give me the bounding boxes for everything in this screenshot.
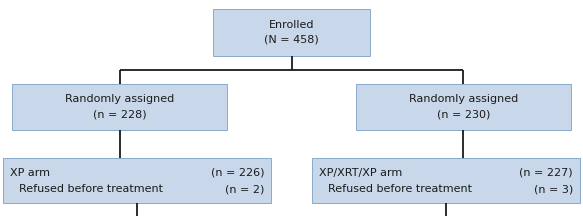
Text: XP/XRT/XP arm: XP/XRT/XP arm xyxy=(319,168,402,178)
Text: XP arm: XP arm xyxy=(10,168,50,178)
Text: (n = 230): (n = 230) xyxy=(437,110,490,119)
Text: (n = 228): (n = 228) xyxy=(93,110,146,119)
Text: (n = 227): (n = 227) xyxy=(519,168,573,178)
Text: Randomly assigned: Randomly assigned xyxy=(65,94,174,104)
FancyBboxPatch shape xyxy=(356,84,571,130)
Text: (n = 2): (n = 2) xyxy=(224,184,264,194)
FancyBboxPatch shape xyxy=(3,158,271,203)
Text: Enrolled: Enrolled xyxy=(269,20,314,30)
FancyBboxPatch shape xyxy=(213,9,370,56)
Text: Refused before treatment: Refused before treatment xyxy=(328,184,472,194)
FancyBboxPatch shape xyxy=(312,158,580,203)
Text: (N = 458): (N = 458) xyxy=(264,35,319,45)
Text: (n = 3): (n = 3) xyxy=(534,184,573,194)
FancyBboxPatch shape xyxy=(12,84,227,130)
Text: Refused before treatment: Refused before treatment xyxy=(19,184,163,194)
Text: Randomly assigned: Randomly assigned xyxy=(409,94,518,104)
Text: (n = 226): (n = 226) xyxy=(210,168,264,178)
